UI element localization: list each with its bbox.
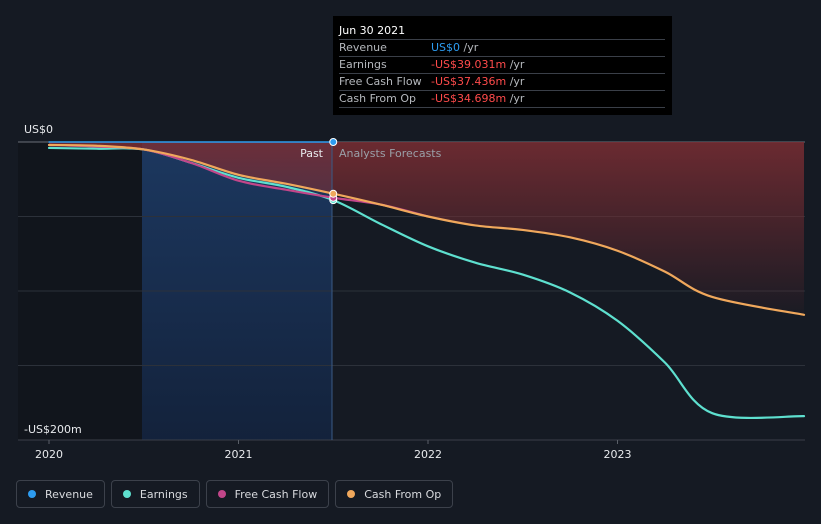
legend-dot-icon [347, 490, 356, 498]
tooltip-label: Earnings [339, 58, 387, 71]
legend: Revenue Earnings Free Cash Flow Cash Fro… [16, 480, 459, 510]
marker-cash-from-op [329, 189, 338, 198]
x-axis: 2020 2021 2022 2023 [35, 440, 632, 461]
tooltip-row-earnings: Earnings -US$39.031m /yr [339, 57, 665, 74]
legend-item-earnings[interactable]: Earnings [110, 480, 200, 508]
tooltip-value: -US$34.698m [431, 92, 507, 105]
tooltip-date: Jun 30 2021 [339, 22, 665, 40]
legend-item-cash-from-op[interactable]: Cash From Op [335, 480, 454, 508]
tooltip-value: -US$37.436m [431, 75, 507, 88]
y-label-bottom: -US$200m [24, 423, 82, 436]
tooltip-row-fcf: Free Cash Flow -US$37.436m /yr [339, 74, 665, 91]
legend-dot-icon [28, 490, 36, 498]
legend-dot-icon [122, 490, 131, 498]
legend-label: Cash From Op [364, 487, 442, 501]
tooltip-unit: /yr [506, 58, 525, 71]
legend-label: Free Cash Flow [234, 487, 318, 501]
tooltip-row-cfo: Cash From Op -US$34.698m /yr [339, 91, 665, 108]
series-line-cash-from-op [47, 143, 806, 316]
forecast-label: Analysts Forecasts [339, 147, 442, 160]
tooltip-unit: /yr [460, 41, 479, 54]
x-tick-label: 2020 [35, 448, 63, 461]
tooltip-unit: /yr [506, 75, 525, 88]
tooltip-value: US$0 [431, 41, 461, 54]
legend-item-free-cash-flow[interactable]: Free Cash Flow [205, 480, 330, 508]
x-tick-label: 2023 [604, 448, 632, 461]
chart: US$0 -US$200m Past Analysts Forecasts 20… [18, 123, 806, 461]
negative-area [49, 142, 804, 315]
tooltip-label: Revenue [339, 41, 387, 54]
markers [329, 138, 338, 205]
legend-item-revenue[interactable]: Revenue [16, 480, 105, 508]
x-tick-label: 2022 [414, 448, 442, 461]
tooltip: Jun 30 2021 Revenue US$0 /yr Earnings -U… [333, 16, 672, 115]
tooltip-unit: /yr [506, 92, 525, 105]
tooltip-label: Cash From Op [339, 92, 417, 105]
y-label-top: US$0 [24, 123, 53, 136]
legend-label: Revenue [45, 487, 93, 501]
x-tick-label: 2021 [225, 448, 253, 461]
legend-dot-icon [217, 490, 226, 498]
tooltip-value: -US$39.031m [431, 58, 507, 71]
legend-label: Earnings [139, 487, 188, 501]
marker-revenue [329, 138, 338, 146]
tooltip-row-revenue: Revenue US$0 /yr [339, 40, 665, 57]
series-lines [47, 141, 806, 420]
tooltip-label: Free Cash Flow [339, 75, 422, 88]
past-label: Past [300, 147, 324, 160]
